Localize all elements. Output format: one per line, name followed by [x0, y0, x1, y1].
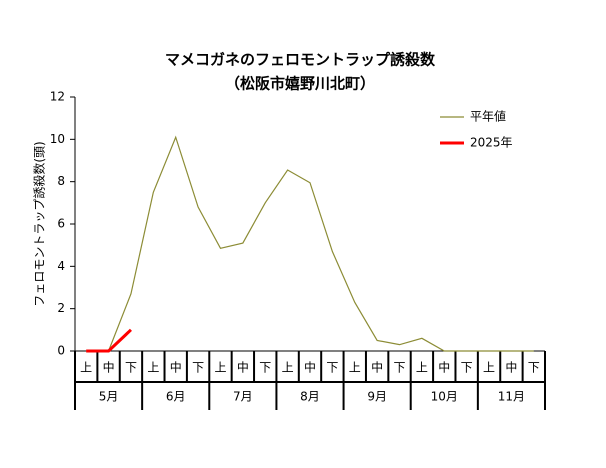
- legend-label: 平年値: [470, 109, 506, 124]
- x-tick-label: 上: [282, 361, 294, 375]
- chart-title: マメコガネのフェロモントラップ誘殺数: [165, 51, 436, 69]
- y-tick-label: 12: [50, 90, 65, 104]
- series-line: [86, 328, 132, 353]
- x-tick-label: 下: [461, 361, 473, 375]
- month-label: 10月: [431, 390, 458, 404]
- x-tick-label: 中: [170, 360, 182, 375]
- month-label: 6月: [166, 390, 186, 404]
- x-tick-label: 下: [192, 361, 204, 375]
- month-label: 5月: [99, 390, 119, 404]
- month-label: 8月: [300, 390, 320, 404]
- x-tick-label: 中: [237, 360, 249, 375]
- x-tick-label: 中: [304, 360, 316, 375]
- x-tick-label: 下: [528, 361, 540, 375]
- y-tick-label: 8: [57, 174, 65, 188]
- x-tick-label: 中: [371, 360, 383, 375]
- x-tick-label: 中: [438, 360, 450, 375]
- x-tick-label: 上: [147, 361, 159, 375]
- y-tick-label: 0: [57, 344, 65, 358]
- y-tick-label: 10: [50, 132, 65, 146]
- chart-subtitle: （松阪市嬉野川北町）: [225, 75, 375, 93]
- x-tick-label: 下: [326, 361, 338, 375]
- series-line: [86, 135, 534, 352]
- x-tick-label: 上: [80, 361, 92, 375]
- y-tick-label: 6: [57, 217, 65, 231]
- month-label: 7月: [233, 390, 253, 404]
- x-tick-label: 中: [505, 360, 517, 375]
- month-label: 11月: [498, 390, 525, 404]
- x-tick-label: 上: [483, 361, 495, 375]
- x-tick-label: 上: [416, 361, 428, 375]
- y-axis-label: フェロモントラップ誘殺数(頭): [32, 141, 47, 306]
- x-tick-label: 上: [214, 361, 226, 375]
- y-tick-label: 2: [57, 301, 65, 315]
- x-tick-label: 下: [394, 361, 406, 375]
- month-label: 9月: [367, 390, 387, 404]
- x-tick-label: 中: [103, 360, 115, 375]
- x-tick-label: 下: [259, 361, 271, 375]
- y-tick-label: 4: [57, 259, 65, 273]
- legend-label: 2025年: [470, 136, 513, 150]
- x-tick-label: 上: [349, 361, 361, 375]
- x-tick-label: 下: [125, 361, 137, 375]
